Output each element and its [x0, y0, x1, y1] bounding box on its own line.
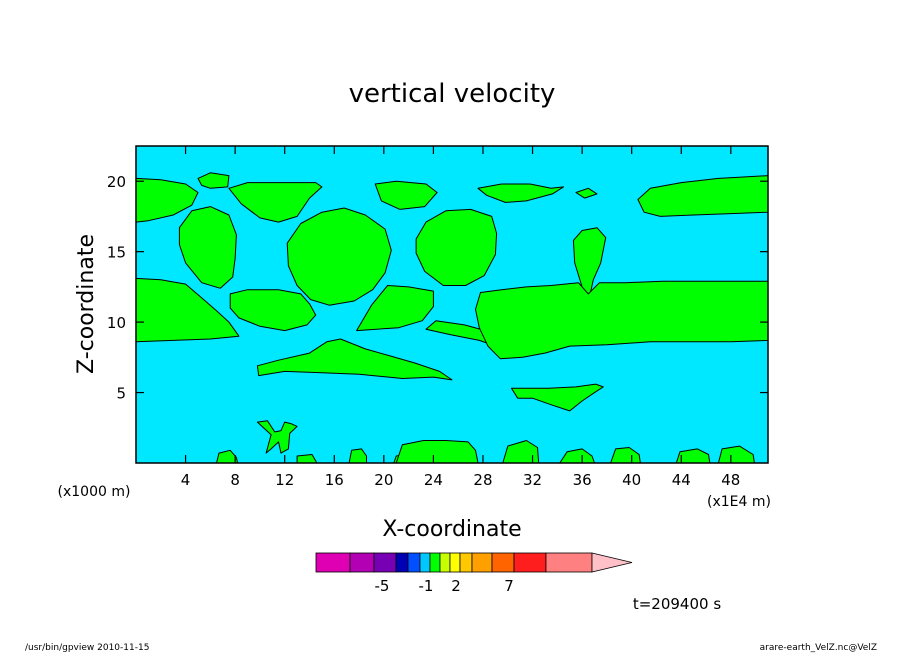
x-unit-right: (x1E4 m)	[707, 494, 771, 510]
x-tick-label: 16	[325, 471, 344, 489]
contour-region-big-lens-center	[286, 207, 392, 306]
contour-region-middle-left-band	[135, 277, 240, 343]
y-ticks: 5 10 15 20	[107, 173, 768, 403]
footer-left: /usr/bin/gpview 2010-11-15	[25, 643, 149, 653]
contour-region-lower-right-blob	[511, 383, 604, 412]
colorbar	[315, 552, 633, 573]
contour-region-middle-band-8-14	[229, 289, 317, 332]
x-tick-label: 28	[473, 471, 492, 489]
colorbar-segment	[407, 552, 421, 573]
y-tick-label: 5	[116, 385, 126, 403]
x-unit-left: (x1000 m)	[58, 484, 131, 500]
contour-region-bottom-blob-21-28	[395, 440, 479, 464]
x-tick-label: 12	[275, 471, 294, 489]
contour-regions	[135, 172, 769, 464]
contour-region-middle-band-18-24	[356, 285, 434, 332]
colorbar-label: 7	[504, 577, 514, 595]
colorbar-segment	[373, 552, 397, 573]
colorbar-label: -1	[419, 577, 434, 595]
x-tick-label: 40	[622, 471, 641, 489]
contour-region-top-small-blob	[197, 172, 230, 189]
colorbar-segment	[419, 552, 431, 573]
y-tick-label: 10	[107, 314, 126, 332]
colorbar-segment	[395, 552, 409, 573]
colorbar-segment	[471, 552, 493, 573]
footer-right: arare-earth_VelZ.nc@VelZ	[760, 643, 877, 653]
contour-region-upper-strip-27-34	[477, 183, 564, 203]
colorbar-segment	[349, 552, 375, 573]
time-label: t=209400 s	[633, 595, 721, 613]
chart-title: vertical velocity	[349, 79, 556, 109]
contour-region-lens-left	[178, 206, 237, 289]
colorbar-segment	[491, 552, 515, 573]
contour-region-lower-diagonal-band	[256, 338, 453, 381]
colorbar-segment	[545, 552, 593, 573]
colorbar-labels: -5 -1 2 7	[375, 577, 514, 595]
colorbar-segment	[513, 552, 547, 573]
x-tick-label: 20	[374, 471, 393, 489]
colorbar-segment	[315, 552, 351, 573]
colorbar-segment	[459, 552, 473, 573]
contour-region-upper-strip-20-24	[374, 180, 438, 210]
contour-region-bottom-y-shape	[256, 420, 298, 454]
x-tick-label: 4	[181, 471, 191, 489]
plot-frame	[135, 145, 769, 464]
contour-region-upper-left-band	[135, 177, 199, 223]
colorbar-segment	[439, 552, 451, 573]
x-tick-label: 36	[573, 471, 592, 489]
y-tick-label: 15	[107, 244, 126, 262]
contour-region-small-top-36	[575, 187, 598, 199]
contour-region-teardrop-36	[572, 227, 607, 303]
colorbar-segment	[429, 552, 441, 573]
colorbar-arrow	[591, 552, 633, 573]
y-tick-label: 20	[107, 173, 126, 191]
x-tick-label: 44	[672, 471, 691, 489]
y-axis-label: Z-coordinate	[74, 234, 99, 374]
x-tick-label: 24	[424, 471, 443, 489]
colorbar-label: -5	[375, 577, 390, 595]
x-tick-label: 48	[721, 471, 740, 489]
x-tick-label: 8	[230, 471, 240, 489]
colorbar-label: 2	[451, 577, 461, 595]
x-ticks: 4 8 12 16 20 24 28 32 36 40 44 48	[181, 146, 740, 489]
x-axis-label: X-coordinate	[382, 517, 521, 542]
contour-region-lens-right	[415, 208, 498, 286]
contour-region-upper-strip-8-15	[228, 182, 323, 223]
x-tick-label: 32	[523, 471, 542, 489]
colorbar-segment	[449, 552, 461, 573]
